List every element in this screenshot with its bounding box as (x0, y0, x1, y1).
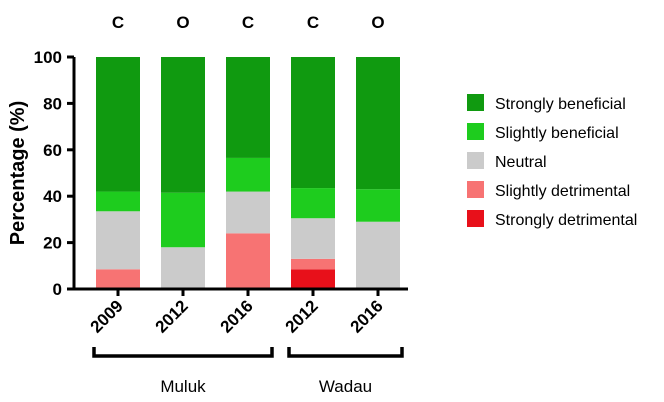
x-tick-label: 2016 (347, 296, 387, 336)
group-bracket (92, 347, 274, 358)
bar-segment (226, 157, 270, 192)
y-axis-label: Percentage (%) (7, 101, 29, 246)
y-tick-label: 0 (53, 280, 62, 299)
y-tick-label: 80 (43, 94, 62, 113)
bar-segment (96, 191, 140, 212)
bar-segment (356, 57, 400, 190)
bar-segment (291, 258, 335, 270)
legend-swatch (467, 181, 484, 198)
legend-label: Strongly beneficial (495, 96, 626, 113)
group-label: Wadau (319, 377, 372, 396)
legend-swatch (467, 152, 484, 169)
y-tick-label: 40 (43, 187, 62, 206)
legend-label: Slightly detrimental (495, 183, 630, 200)
bar-segment (96, 57, 140, 192)
bar-top-label: C (112, 13, 124, 32)
legend-label: Slightly beneficial (495, 125, 619, 142)
bar-segment (96, 211, 140, 270)
legend-swatch (467, 210, 484, 227)
x-tick-label: 2012 (152, 296, 192, 336)
bar-top-label: C (242, 13, 254, 32)
bars-layer (96, 57, 400, 289)
legend-swatch (467, 123, 484, 140)
bar-segment (356, 189, 400, 222)
bar-segment (226, 191, 270, 234)
bar-segment (161, 57, 205, 193)
group-label: Muluk (160, 377, 206, 396)
legend-label: Neutral (495, 154, 547, 171)
bar-segment (161, 192, 205, 248)
x-tick-label: 2009 (87, 296, 127, 336)
bar-segment (356, 221, 400, 289)
bar-segment (291, 269, 335, 289)
legend-label: Strongly detrimental (495, 212, 637, 229)
bar-segment (291, 57, 335, 189)
legend-swatch (467, 94, 484, 111)
bar-top-label: O (176, 13, 189, 32)
bar-top-label: O (371, 13, 384, 32)
x-tick-label: 2012 (282, 296, 322, 336)
y-tick-label: 100 (34, 48, 62, 67)
group-bracket (287, 347, 404, 358)
y-tick-label: 60 (43, 141, 62, 160)
bar-segment (226, 57, 270, 158)
x-tick-label: 2016 (217, 296, 257, 336)
bar-segment (226, 233, 270, 289)
bar-segment (291, 218, 335, 259)
bar-segment (161, 247, 205, 289)
bar-segment (96, 269, 140, 289)
y-tick-label: 20 (43, 234, 62, 253)
bar-segment (291, 188, 335, 219)
bar-top-label: C (307, 13, 319, 32)
legend: Strongly beneficial Slightly beneficial Ne… (467, 94, 637, 229)
axes-layer (67, 55, 408, 358)
